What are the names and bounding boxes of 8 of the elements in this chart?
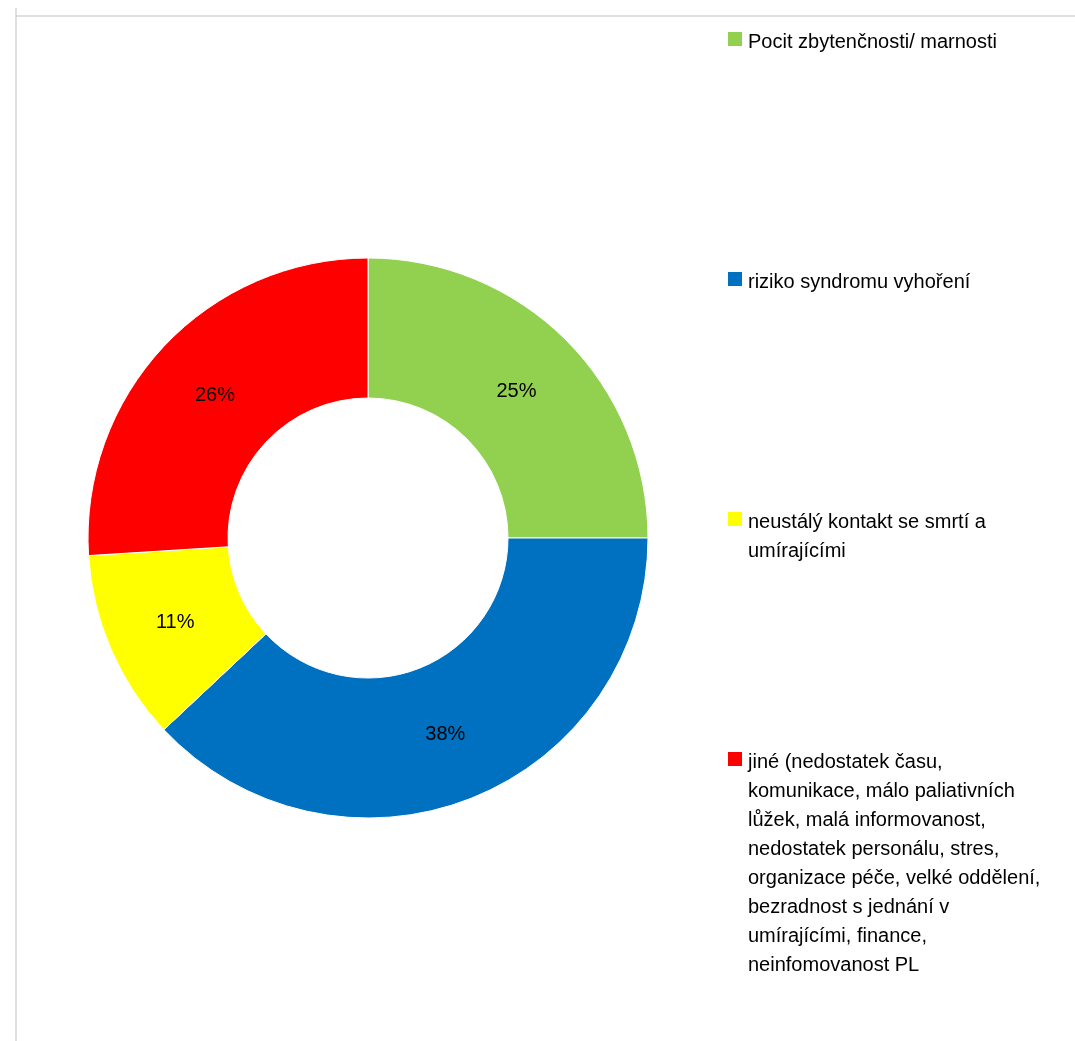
legend-label: riziko syndromu vyhoření [748,270,971,292]
data-label: 38% [425,722,466,745]
data-label: 26% [194,383,236,406]
legend-label: Pocit zbytenčnosti/ marnosti [748,30,997,52]
data-label: 11% [156,610,195,633]
legend-label: jiné (nedostatek času, komunikace, málo paliativních lůžek, malá informovanost, nedostatek personálu, stres, organizace péče, velké oddělení, bezradnost s jednání v umírajícími, finance, neinfomovanost PL [747,750,1041,975]
legend-label: neustálý kontakt se smrtí a umírajícími [748,510,987,561]
data-label: 25% [496,378,537,401]
